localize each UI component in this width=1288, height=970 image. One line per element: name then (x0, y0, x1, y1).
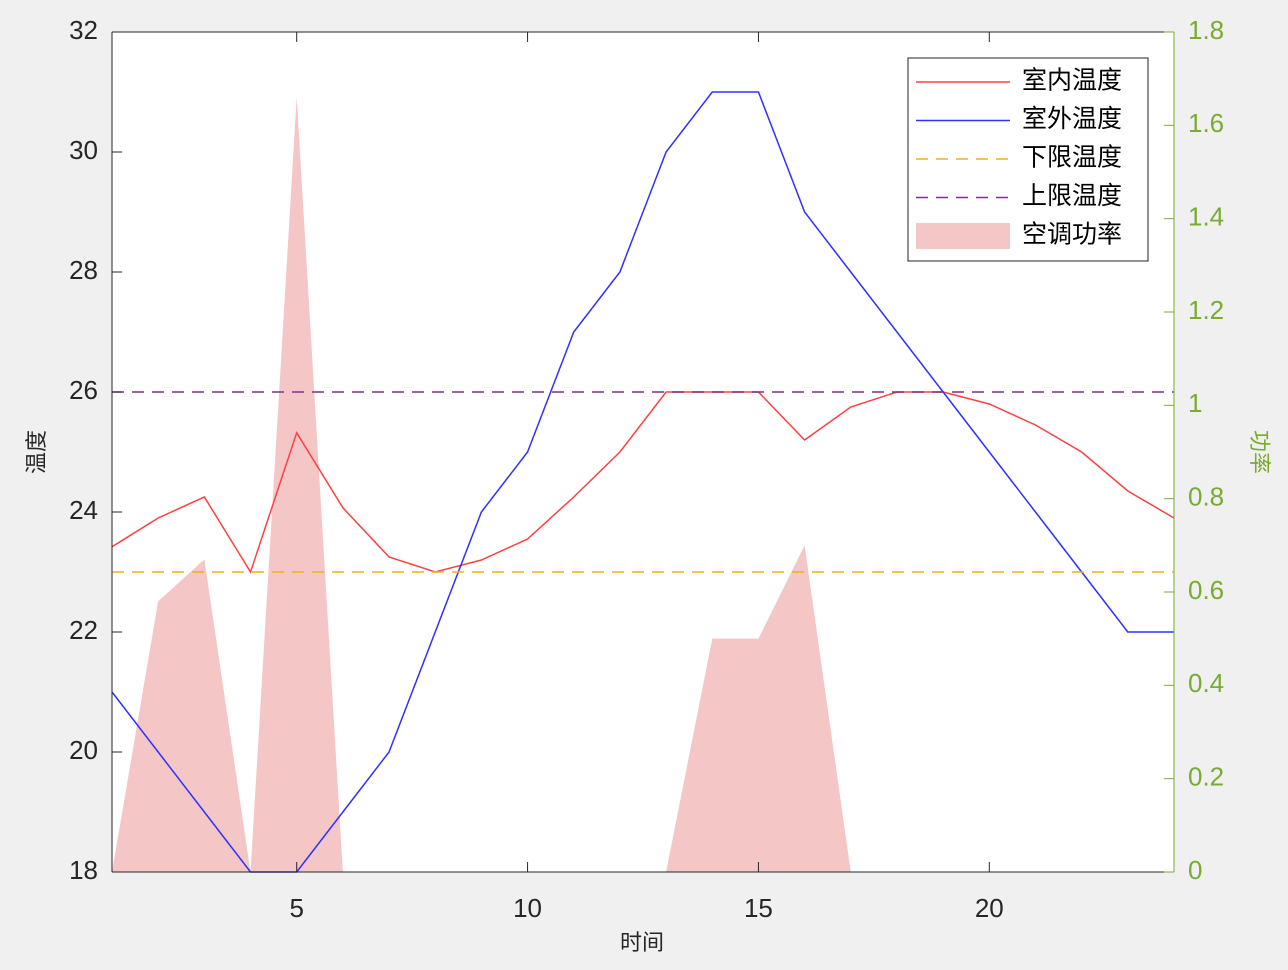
line (111, 391, 1175, 574)
y2-tick-label: 1.6 (1188, 108, 1224, 138)
y2-axis-label: 功率 (1247, 430, 1272, 474)
y-tick-label: 30 (69, 135, 98, 165)
x-axis-label: 时间 (620, 930, 664, 955)
y2-tick-label: 0 (1188, 855, 1202, 885)
y-tick-label: 18 (69, 855, 98, 885)
y2-tick-label: 0.2 (1188, 762, 1224, 792)
y-tick-label: 26 (69, 375, 98, 405)
legend-label: 下限温度 (1022, 144, 1122, 172)
y2-tick-label: 0.8 (1188, 482, 1224, 512)
y-tick-label: 20 (69, 735, 98, 765)
y-axis-label: 温度 (24, 430, 49, 474)
y2-tick-label: 1 (1188, 388, 1202, 418)
x-tick-label: 10 (513, 893, 542, 923)
y2-tick-label: 1.8 (1188, 15, 1224, 45)
legend-label: 上限温度 (1022, 182, 1122, 210)
legend-label: 室内温度 (1022, 67, 1122, 95)
y2-tick-label: 1.4 (1188, 202, 1224, 232)
y-tick-label: 22 (69, 615, 98, 645)
y-tick-label: 28 (69, 255, 98, 285)
x-tick-label: 20 (975, 893, 1004, 923)
y2-tick-label: 0.6 (1188, 575, 1224, 605)
y2-tick-label: 1.2 (1188, 295, 1224, 325)
x-tick-label: 5 (289, 893, 303, 923)
y2-tick-label: 0.4 (1188, 668, 1224, 698)
x-tick-label: 15 (744, 893, 773, 923)
y-tick-label: 32 (69, 15, 98, 45)
y-tick-label: 24 (69, 495, 98, 525)
legend-label: 空调功率 (1022, 221, 1122, 249)
legend-label: 室外温度 (1022, 105, 1122, 133)
legend-swatch (916, 223, 1010, 249)
area (112, 97, 1174, 873)
